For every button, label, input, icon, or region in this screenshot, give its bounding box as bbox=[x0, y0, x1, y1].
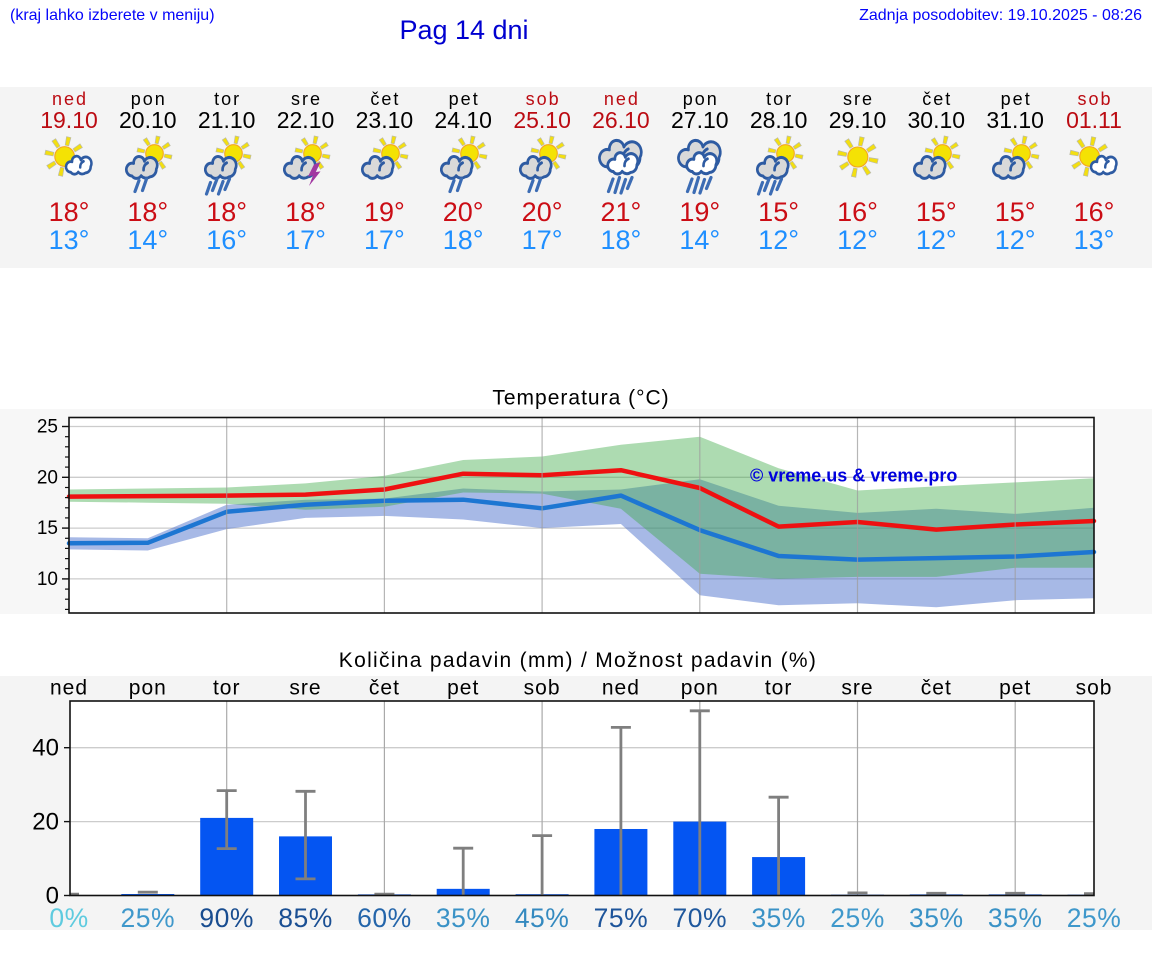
svg-text:35%: 35% bbox=[909, 903, 964, 933]
svg-text:35%: 35% bbox=[988, 903, 1043, 933]
svg-text:pon: pon bbox=[681, 677, 719, 700]
svg-text:sob: sob bbox=[524, 677, 561, 700]
svg-text:sre: sre bbox=[289, 677, 321, 700]
svg-text:© vreme.us & vreme.pro: © vreme.us & vreme.pro bbox=[750, 466, 957, 486]
svg-text:20: 20 bbox=[32, 809, 59, 836]
svg-text:60%: 60% bbox=[357, 903, 412, 933]
svg-text:85%: 85% bbox=[278, 903, 333, 933]
svg-text:čet: čet bbox=[369, 677, 400, 700]
svg-text:tor: tor bbox=[213, 677, 241, 700]
svg-text:70%: 70% bbox=[673, 903, 728, 933]
svg-text:0: 0 bbox=[46, 883, 59, 910]
svg-text:25%: 25% bbox=[830, 903, 885, 933]
svg-text:25%: 25% bbox=[121, 903, 176, 933]
svg-text:ned: ned bbox=[602, 677, 640, 700]
svg-text:sob: sob bbox=[1076, 677, 1113, 700]
svg-text:pet: pet bbox=[999, 677, 1031, 700]
svg-text:90%: 90% bbox=[199, 903, 254, 933]
svg-text:ned: ned bbox=[50, 677, 88, 700]
svg-text:35%: 35% bbox=[436, 903, 491, 933]
svg-text:75%: 75% bbox=[594, 903, 649, 933]
svg-text:sre: sre bbox=[841, 677, 873, 700]
svg-text:tor: tor bbox=[765, 677, 793, 700]
svg-text:20: 20 bbox=[37, 467, 58, 488]
svg-text:15: 15 bbox=[37, 518, 58, 539]
svg-text:45%: 45% bbox=[515, 903, 570, 933]
svg-text:Količina padavin (mm) / Možnos: Količina padavin (mm) / Možnost padavin … bbox=[339, 649, 817, 672]
svg-text:0%: 0% bbox=[49, 903, 88, 933]
svg-text:čet: čet bbox=[921, 677, 952, 700]
svg-text:Temperatura (°C): Temperatura (°C) bbox=[492, 387, 669, 410]
svg-text:35%: 35% bbox=[751, 903, 806, 933]
svg-text:pet: pet bbox=[447, 677, 479, 700]
svg-text:25%: 25% bbox=[1067, 903, 1122, 933]
svg-text:pon: pon bbox=[129, 677, 167, 700]
svg-text:25: 25 bbox=[37, 417, 58, 438]
svg-text:10: 10 bbox=[37, 569, 58, 590]
svg-text:40: 40 bbox=[32, 735, 59, 762]
